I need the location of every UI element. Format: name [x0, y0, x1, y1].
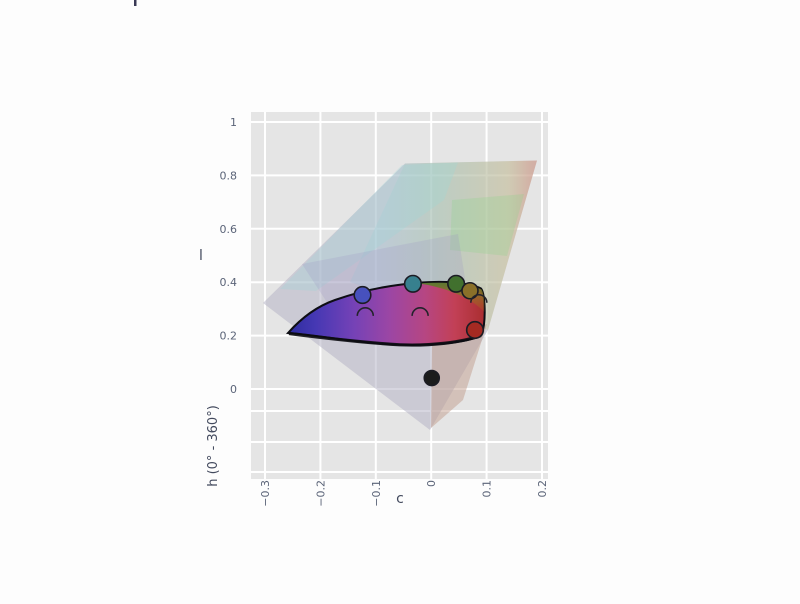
- cyan-surface-patch: [280, 162, 458, 291]
- green-surface-patch: [450, 194, 524, 256]
- clipped-title-fragment: [134, 0, 137, 6]
- y-tick-label: 0: [230, 383, 237, 396]
- x-tick-label: 0.1: [481, 480, 494, 498]
- scatter-point[interactable]: [461, 281, 479, 300]
- x-tick-label: −0.3: [259, 480, 272, 507]
- gamut-slice-bottom-edge: [288, 331, 482, 347]
- x-tick-label: 0.2: [536, 480, 549, 498]
- scatter-point-occluded[interactable]: [356, 307, 375, 316]
- y-tick-label: 1: [230, 116, 237, 129]
- y-tick-label: 0.6: [220, 223, 238, 236]
- scatter-point[interactable]: [403, 274, 423, 293]
- scatter-point[interactable]: [423, 369, 441, 387]
- y-tick-label: 0.2: [220, 330, 238, 343]
- y-tick-label: 0.4: [220, 276, 238, 289]
- scatter-point[interactable]: [465, 320, 485, 340]
- x-tick-label: 0: [425, 480, 438, 487]
- x-tick-label: −0.1: [370, 480, 383, 507]
- y-axis-title: l: [199, 248, 203, 264]
- scatter-markers: [353, 274, 488, 387]
- scatter-point-occluded[interactable]: [411, 307, 429, 316]
- x-axis-title: c: [396, 491, 404, 507]
- y-tick-label: 0.8: [220, 169, 238, 182]
- scatter-point[interactable]: [447, 274, 466, 293]
- tick-labels: 1 0.8 0.6 0.4 0.2 0 −0.3 −0.2 −0.1 0 0.1 0.2: [220, 116, 550, 507]
- x-tick-label: −0.2: [314, 480, 327, 507]
- scatter-point-occluded[interactable]: [470, 294, 488, 303]
- z-axis-title: h (0° - 360°): [206, 405, 221, 487]
- tan-surface-patch: [431, 324, 487, 428]
- scatter-point[interactable]: [353, 285, 372, 305]
